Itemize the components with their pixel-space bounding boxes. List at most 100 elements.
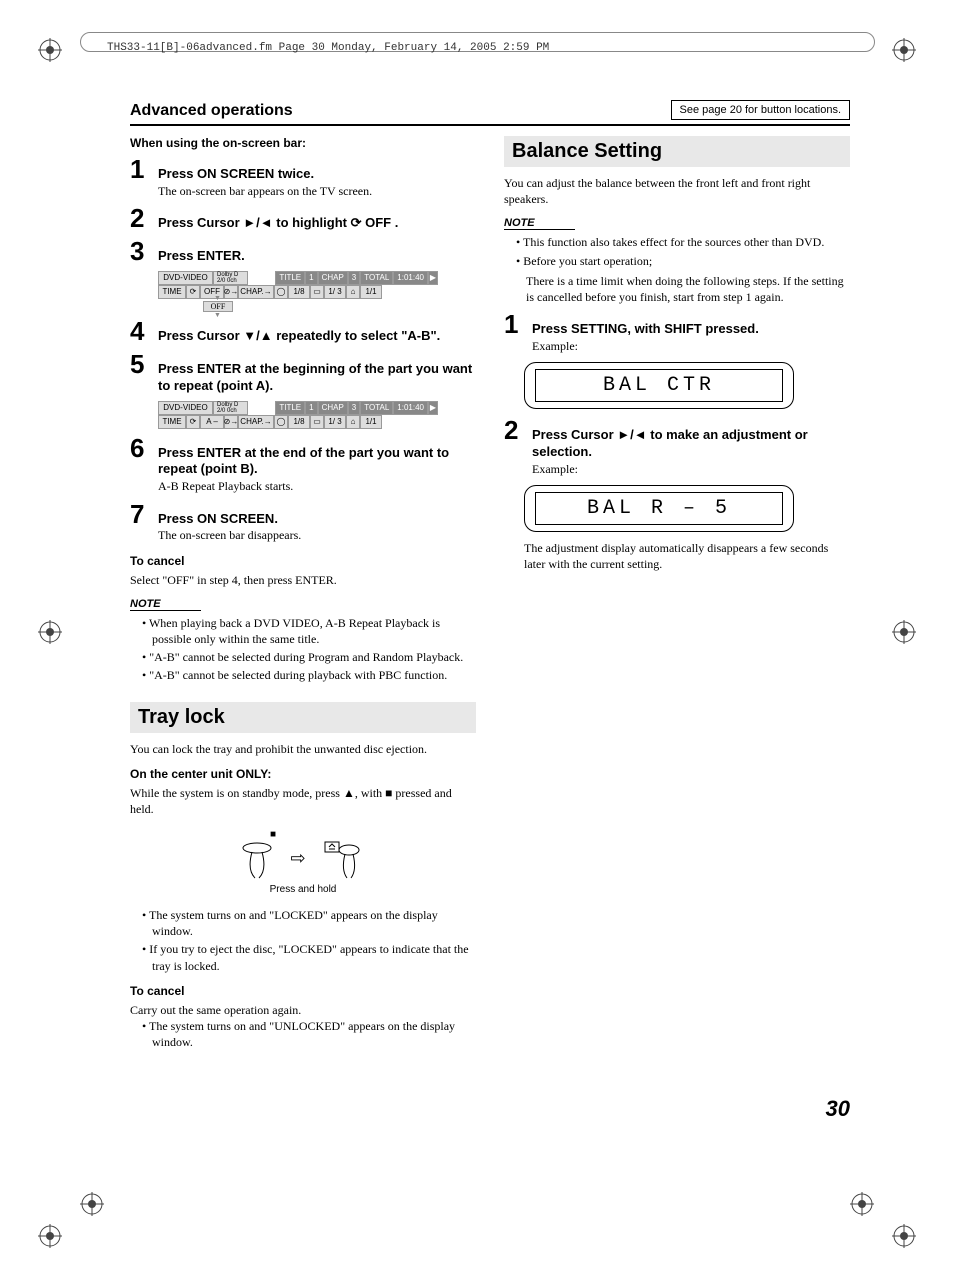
- tray-cancel-bullets: The system turns on and "UNLOCKED" appea…: [130, 1018, 476, 1050]
- to-cancel-label: To cancel: [130, 554, 476, 568]
- balance-step-2-label: Press Cursor ►/◄ to make an adjustment o…: [532, 427, 850, 461]
- step-7-body: The on-screen bar disappears.: [158, 527, 476, 543]
- tray-cancel-body: Carry out the same operation again.: [130, 1002, 476, 1018]
- step-number: 2: [504, 417, 524, 443]
- repeat-icon: ⟳: [186, 285, 200, 299]
- osd-title-n: 1: [305, 401, 317, 415]
- cursor-arrows-icon: ►/◄: [243, 215, 272, 230]
- arrow-right-icon: ⇨: [290, 848, 305, 868]
- play-icon: ▶: [428, 271, 438, 285]
- step-number: 2: [130, 205, 150, 231]
- section-header: Advanced operations: [130, 102, 293, 120]
- step-4-label: Press Cursor ▼/▲ repeatedly to select "A…: [158, 328, 440, 345]
- osd-13: 1/ 3: [324, 285, 346, 299]
- play-icon: ▶: [428, 401, 438, 415]
- crop-mark-icon: [38, 38, 62, 62]
- button-eject-icon: [319, 840, 369, 880]
- balance-step-1-label: Press SETTING, with SHIFT pressed.: [532, 321, 759, 338]
- camera-icon: ⌂: [346, 285, 360, 299]
- step-2-post: to highlight: [273, 215, 351, 230]
- crop-mark-icon: [892, 1224, 916, 1248]
- osd-title: TITLE: [275, 401, 305, 415]
- balance-step-1: 1 Press SETTING, with SHIFT pressed.: [504, 311, 850, 338]
- step-number: 3: [130, 238, 150, 264]
- audio-icon: ▭: [310, 415, 324, 429]
- osd-chap: CHAP: [318, 271, 348, 285]
- repeat-icon: ⟳: [186, 415, 200, 429]
- press-hold-label: Press and hold: [130, 884, 476, 895]
- osd-chap-n: 3: [348, 271, 360, 285]
- file-header: THS33-11[B]-06advanced.fm Page 30 Monday…: [107, 42, 549, 54]
- step-6-body: A-B Repeat Playback starts.: [158, 478, 476, 494]
- note-label: NOTE: [130, 598, 201, 611]
- step-3: 3 Press ENTER.: [130, 238, 476, 265]
- clock-icon: ⊘→: [224, 415, 238, 429]
- clock-icon: ⊘→: [224, 285, 238, 299]
- step-2-pre: Press Cursor: [158, 215, 243, 230]
- step-number: 7: [130, 501, 150, 527]
- osd-total: TOTAL: [360, 401, 393, 415]
- left-column: When using the on-screen bar: 1 Press ON…: [130, 136, 476, 1052]
- tray-bullet: If you try to eject the disc, "LOCKED" a…: [142, 941, 476, 973]
- step-2-label: Press Cursor ►/◄ to highlight ⟳ OFF .: [158, 215, 398, 232]
- crop-mark-icon: [38, 1224, 62, 1248]
- note-item: "A-B" cannot be selected during playback…: [142, 667, 476, 683]
- step-5-label: Press ENTER at the beginning of the part…: [158, 361, 476, 395]
- crop-mark-icon: [892, 38, 916, 62]
- step-6-label: Press ENTER at the end of the part you w…: [158, 445, 476, 479]
- display-text-2: BAL R – 5: [535, 492, 783, 525]
- osd-bar-2: DVD-VIDEO Dolby D 2/0 0ch TITLE 1 CHAP 3…: [158, 401, 438, 429]
- step-1-label: Press ON SCREEN twice.: [158, 166, 314, 183]
- step-number: 4: [130, 318, 150, 344]
- crop-mark-icon: [80, 1192, 104, 1216]
- osd-dvd: DVD-VIDEO: [158, 271, 213, 285]
- tray-cancel-bullet: The system turns on and "UNLOCKED" appea…: [142, 1018, 476, 1050]
- step-number: 1: [504, 311, 524, 337]
- note-item: "A-B" cannot be selected during Program …: [142, 649, 476, 665]
- balance-step-2: 2 Press Cursor ►/◄ to make an adjustment…: [504, 417, 850, 461]
- osd-chap: CHAP: [318, 401, 348, 415]
- step-3-label: Press ENTER.: [158, 248, 245, 265]
- onscreen-bar-subhead: When using the on-screen bar:: [130, 136, 476, 150]
- to-cancel-body: Select "OFF" in step 4, then press ENTER…: [130, 572, 476, 588]
- tray-body: While the system is on standby mode, pre…: [130, 785, 476, 817]
- page-reference-box: See page 20 for button locations.: [671, 100, 850, 120]
- balance-title-box: Balance Setting: [504, 136, 850, 167]
- step-4: 4 Press Cursor ▼/▲ repeatedly to select …: [130, 318, 476, 345]
- osd-chap-n: 3: [348, 401, 360, 415]
- step-number: 5: [130, 351, 150, 377]
- osd-dolby: Dolby D 2/0 0ch: [213, 271, 248, 285]
- balance-step-2-body: Example:: [532, 461, 850, 477]
- step-2-end: OFF .: [362, 215, 399, 230]
- note-item: When playing back a DVD VIDEO, A-B Repea…: [142, 615, 476, 647]
- osd-title-n: 1: [305, 271, 317, 285]
- osd-time-label: TIME: [158, 285, 186, 299]
- note-list: When playing back a DVD VIDEO, A-B Repea…: [130, 615, 476, 684]
- osd-18: 1/8: [288, 415, 310, 429]
- repeat-icon: ⟳: [351, 215, 362, 230]
- tray-subhead: On the center unit ONLY:: [130, 767, 476, 781]
- note-continuation: There is a time limit when doing the fol…: [526, 273, 850, 305]
- osd-time-label: TIME: [158, 415, 186, 429]
- osd-bar-1: DVD-VIDEO Dolby D 2/0 0ch TITLE 1 CHAP 3…: [158, 271, 438, 312]
- osd-time: 1:01:40: [393, 401, 428, 415]
- osd-dropdown: OFF: [203, 301, 233, 312]
- step-1-body: The on-screen bar appears on the TV scre…: [158, 183, 476, 199]
- tray-cancel-label: To cancel: [130, 984, 476, 998]
- osd-chap2: CHAP.→: [238, 415, 274, 429]
- note-label: NOTE: [504, 217, 575, 230]
- note-item: Before you start operation;: [516, 253, 850, 269]
- crop-mark-icon: [850, 1192, 874, 1216]
- step-number: 1: [130, 156, 150, 182]
- osd-a: A –: [200, 415, 224, 429]
- balance-notes: This function also takes effect for the …: [504, 234, 850, 268]
- page-number: 30: [826, 1096, 850, 1122]
- balance-step-1-body: Example:: [532, 338, 850, 354]
- osd-18: 1/8: [288, 285, 310, 299]
- crop-mark-icon: [892, 620, 916, 644]
- osd-11: 1/1: [360, 285, 382, 299]
- step-5: 5 Press ENTER at the beginning of the pa…: [130, 351, 476, 395]
- display-panel-2: BAL R – 5: [524, 485, 794, 532]
- tray-intro: You can lock the tray and prohibit the u…: [130, 741, 476, 757]
- cursor-arrows-icon: ▼/▲: [243, 328, 272, 343]
